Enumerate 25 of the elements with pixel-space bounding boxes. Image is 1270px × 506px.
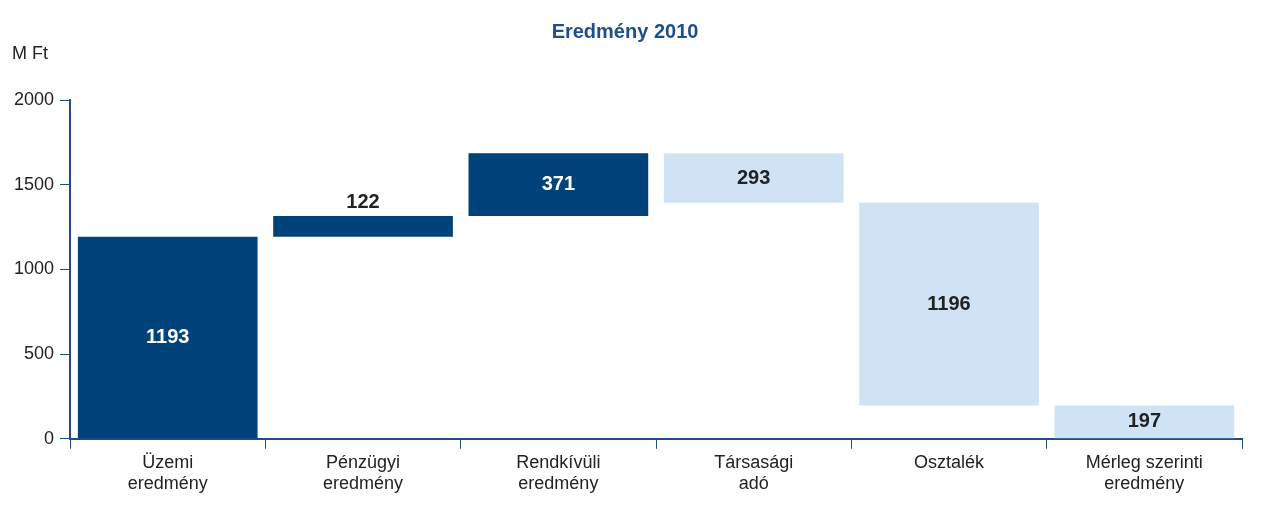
- bar: [1054, 405, 1235, 439]
- data-label: 371: [541, 172, 576, 195]
- x-tick-label: Rendkívüli eredmény: [516, 451, 601, 494]
- y-tick-label: 1500: [14, 173, 55, 194]
- y-tick-label: 2000: [14, 88, 55, 109]
- y-axis-title: M Ft: [12, 42, 48, 63]
- data-label: 1193: [146, 325, 190, 348]
- y-tick-label: 1000: [14, 258, 55, 279]
- x-tick-label: Társasági adó: [714, 451, 794, 494]
- y-tick-label: 0: [44, 427, 55, 448]
- data-label: 1196: [927, 291, 971, 314]
- data-label: 122: [346, 189, 380, 212]
- data-label: 197: [1127, 409, 1162, 432]
- bar: [273, 216, 453, 237]
- bar: [468, 153, 649, 217]
- bar: [77, 236, 258, 439]
- x-tick-label: Osztalék: [914, 451, 986, 472]
- bar: [663, 153, 844, 203]
- x-tick-label: Üzemi eredmény: [127, 451, 208, 494]
- chart-title: Eredmény 2010: [551, 19, 699, 42]
- x-tick-label: Mérleg szerinti eredmény: [1085, 451, 1203, 494]
- x-tick-label: Pénzügyi eredmény: [323, 451, 404, 494]
- data-label: 293: [737, 165, 771, 188]
- y-tick-label: 500: [24, 343, 55, 364]
- bar: [859, 202, 1039, 406]
